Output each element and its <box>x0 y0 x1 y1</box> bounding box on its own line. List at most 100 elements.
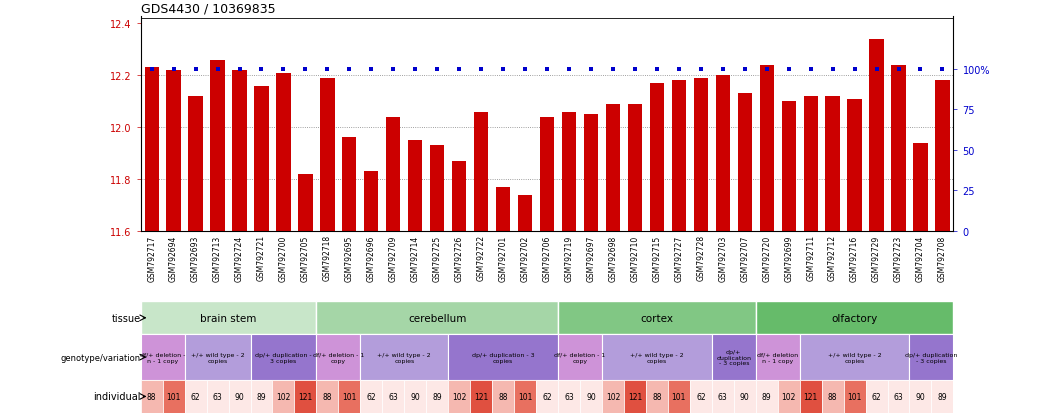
Text: GSM792708: GSM792708 <box>938 235 947 281</box>
Text: GSM792696: GSM792696 <box>367 235 376 281</box>
Bar <box>825 97 840 231</box>
Bar <box>799 380 822 413</box>
Bar <box>690 380 712 413</box>
Text: GSM792726: GSM792726 <box>454 235 464 281</box>
Bar <box>559 335 602 380</box>
Bar <box>470 380 492 413</box>
Bar <box>580 380 602 413</box>
Text: dp/+
duplication
- 3 copies: dp/+ duplication - 3 copies <box>716 349 751 366</box>
Text: 63: 63 <box>213 392 222 401</box>
Text: 90: 90 <box>740 392 749 401</box>
Text: 121: 121 <box>803 392 818 401</box>
Text: 102: 102 <box>276 392 291 401</box>
Text: 62: 62 <box>367 392 376 401</box>
Bar <box>869 40 884 231</box>
Bar <box>452 161 467 231</box>
Bar <box>605 104 620 231</box>
Text: GSM792693: GSM792693 <box>191 235 200 281</box>
Text: GSM792715: GSM792715 <box>652 235 662 281</box>
Text: df/+ deletion -
n - 1 copy: df/+ deletion - n - 1 copy <box>140 352 185 363</box>
Bar <box>518 195 532 231</box>
Text: olfactory: olfactory <box>832 313 877 323</box>
Bar <box>426 380 448 413</box>
Bar <box>760 66 774 231</box>
Text: 102: 102 <box>782 392 796 401</box>
Text: GSM792717: GSM792717 <box>147 235 156 281</box>
Text: GSM792722: GSM792722 <box>476 235 486 281</box>
Bar <box>803 97 818 231</box>
Text: 101: 101 <box>847 392 862 401</box>
Bar <box>844 380 866 413</box>
Bar <box>298 174 313 231</box>
Bar <box>602 380 624 413</box>
Bar <box>448 380 470 413</box>
Text: GDS4430 / 10369835: GDS4430 / 10369835 <box>141 2 275 15</box>
Text: 89: 89 <box>762 392 771 401</box>
Text: cortex: cortex <box>641 313 673 323</box>
Text: GSM792707: GSM792707 <box>740 235 749 281</box>
Bar <box>141 380 163 413</box>
Bar <box>184 380 206 413</box>
Text: +/+ wild type - 2
copies: +/+ wild type - 2 copies <box>827 352 882 363</box>
Bar <box>914 143 927 231</box>
Text: cerebellum: cerebellum <box>408 313 467 323</box>
Bar <box>712 335 755 380</box>
Text: GSM792704: GSM792704 <box>916 235 925 281</box>
Bar <box>799 335 910 380</box>
Bar <box>317 380 339 413</box>
Bar <box>250 335 317 380</box>
Text: 89: 89 <box>256 392 267 401</box>
Text: df/+ deletion
n - 1 copy: df/+ deletion n - 1 copy <box>758 352 798 363</box>
Text: GSM792699: GSM792699 <box>785 235 793 281</box>
Bar <box>339 380 361 413</box>
Text: 121: 121 <box>474 392 489 401</box>
Bar <box>206 380 228 413</box>
Text: dp/+ duplication -
3 copies: dp/+ duplication - 3 copies <box>255 352 312 363</box>
Text: 90: 90 <box>586 392 596 401</box>
Text: GSM792716: GSM792716 <box>850 235 859 281</box>
Text: GSM792701: GSM792701 <box>499 235 507 281</box>
Text: GSM792729: GSM792729 <box>872 235 882 281</box>
Bar <box>492 380 514 413</box>
Text: 63: 63 <box>389 392 398 401</box>
Text: 88: 88 <box>498 392 507 401</box>
Text: 101: 101 <box>167 392 181 401</box>
Bar <box>276 74 291 231</box>
Text: GSM792706: GSM792706 <box>543 235 551 281</box>
Bar <box>668 380 690 413</box>
Text: 101: 101 <box>672 392 686 401</box>
Text: GSM792714: GSM792714 <box>411 235 420 281</box>
Bar <box>317 301 559 335</box>
Bar <box>777 380 799 413</box>
Text: 121: 121 <box>627 392 642 401</box>
Text: 89: 89 <box>938 392 947 401</box>
Text: GSM792697: GSM792697 <box>587 235 595 281</box>
Bar <box>448 335 559 380</box>
Text: GSM792694: GSM792694 <box>169 235 178 281</box>
Text: 88: 88 <box>323 392 332 401</box>
Text: GSM792718: GSM792718 <box>323 235 332 281</box>
Bar <box>540 117 554 231</box>
Text: 63: 63 <box>894 392 903 401</box>
Bar <box>866 380 888 413</box>
Text: 62: 62 <box>872 392 882 401</box>
Text: 88: 88 <box>652 392 662 401</box>
Text: 62: 62 <box>696 392 705 401</box>
Text: GSM792710: GSM792710 <box>630 235 640 281</box>
Text: GSM792705: GSM792705 <box>301 235 309 281</box>
Text: df/+ deletion - 1
copy: df/+ deletion - 1 copy <box>554 352 605 363</box>
Text: individual: individual <box>93 392 141 401</box>
Text: GSM792702: GSM792702 <box>521 235 529 281</box>
Text: 62: 62 <box>542 392 552 401</box>
Bar <box>646 380 668 413</box>
Text: GSM792703: GSM792703 <box>718 235 727 281</box>
Bar <box>361 335 448 380</box>
Text: df/+ deletion - 1
copy: df/+ deletion - 1 copy <box>313 352 364 363</box>
Text: dp/+ duplication
- 3 copies: dp/+ duplication - 3 copies <box>905 352 958 363</box>
Bar <box>559 301 755 335</box>
Bar <box>365 172 378 231</box>
Bar <box>250 380 272 413</box>
Bar <box>910 380 932 413</box>
Text: GSM792712: GSM792712 <box>828 235 837 281</box>
Text: +/+ wild type - 2
copies: +/+ wild type - 2 copies <box>377 352 431 363</box>
